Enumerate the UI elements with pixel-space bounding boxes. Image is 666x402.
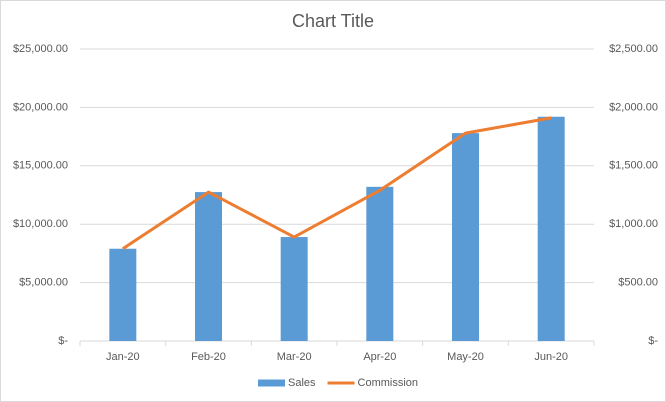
y-tick-label: $15,000.00 bbox=[13, 160, 68, 172]
x-tick-label: Jun-20 bbox=[534, 351, 568, 363]
chart-title: Chart Title bbox=[292, 11, 374, 31]
y-tick-label: $5,000.00 bbox=[19, 277, 68, 289]
x-tick-label: May-20 bbox=[447, 351, 484, 363]
bar bbox=[109, 248, 137, 341]
y-tick-label: $20,000.00 bbox=[13, 101, 68, 113]
x-tick-label: Feb-20 bbox=[191, 351, 226, 363]
y2-tick-label: $1,500.00 bbox=[609, 160, 658, 172]
y2-tick-label: $- bbox=[648, 335, 658, 347]
bar bbox=[280, 237, 308, 341]
bar bbox=[537, 116, 565, 341]
x-tick-label: Mar-20 bbox=[277, 351, 312, 363]
y2-tick-label: $2,500.00 bbox=[609, 43, 658, 55]
legend-label: Commission bbox=[358, 377, 419, 389]
y-tick-label: $- bbox=[58, 335, 68, 347]
legend-label: Sales bbox=[288, 377, 316, 389]
line bbox=[122, 116, 552, 250]
legend-swatch bbox=[258, 379, 285, 387]
x-tick-label: Jan-20 bbox=[106, 351, 140, 363]
bar bbox=[195, 192, 222, 341]
y2-tick-label: $1,000.00 bbox=[609, 218, 658, 230]
y-tick-label: $10,000.00 bbox=[13, 218, 68, 230]
y2-tick-label: $2,000.00 bbox=[609, 101, 658, 113]
bar bbox=[366, 186, 394, 341]
y-tick-label: $25,000.00 bbox=[13, 43, 68, 55]
bar bbox=[452, 133, 479, 341]
y2-tick-label: $500.00 bbox=[618, 277, 658, 289]
x-tick-label: Apr-20 bbox=[363, 351, 396, 363]
